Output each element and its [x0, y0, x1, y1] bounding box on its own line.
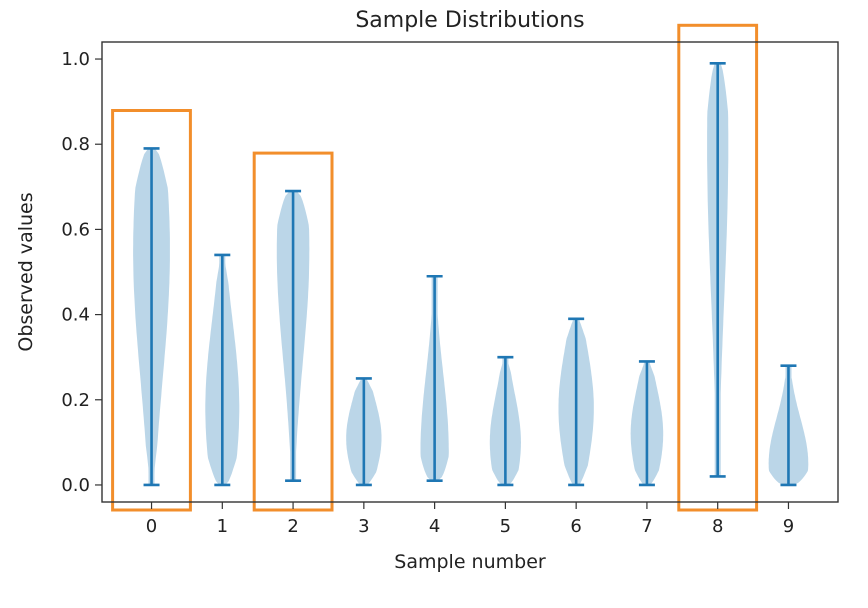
x-tick-label: 2 [287, 516, 298, 537]
highlight-box-8 [677, 23, 759, 512]
x-tick-label: 1 [217, 516, 228, 537]
y-tick-label: 0.6 [61, 219, 90, 240]
x-tick-label: 8 [712, 516, 723, 537]
x-tick-label: 6 [570, 516, 581, 537]
y-tick-label: 1.0 [61, 49, 90, 70]
plot-frame [101, 41, 839, 503]
y-tick-label: 0.2 [61, 390, 90, 411]
x-tick-label: 4 [429, 516, 440, 537]
y-axis-ticks: 0.0 0.2 0.4 0.6 0.8 1.0 [61, 49, 102, 496]
x-tick-label: 9 [783, 516, 794, 537]
y-tick-label: 0.0 [61, 475, 90, 496]
x-tick-label: 5 [500, 516, 511, 537]
highlight-box-2 [252, 151, 334, 512]
y-tick-label: 0.8 [61, 134, 90, 155]
x-tick-label: 7 [641, 516, 652, 537]
x-tick-label: 3 [358, 516, 369, 537]
violin-group [133, 61, 809, 487]
y-axis-label: Observed values [15, 192, 37, 351]
y-tick-label: 0.4 [61, 305, 90, 326]
x-axis-label: Sample number [394, 551, 546, 573]
highlight-box-0 [111, 109, 192, 512]
highlight-boxes [111, 23, 759, 512]
x-axis-ticks: 0 1 2 3 4 5 6 7 8 9 [146, 502, 794, 537]
x-tick-label: 0 [146, 516, 157, 537]
chart-title: Sample Distributions [355, 8, 584, 33]
